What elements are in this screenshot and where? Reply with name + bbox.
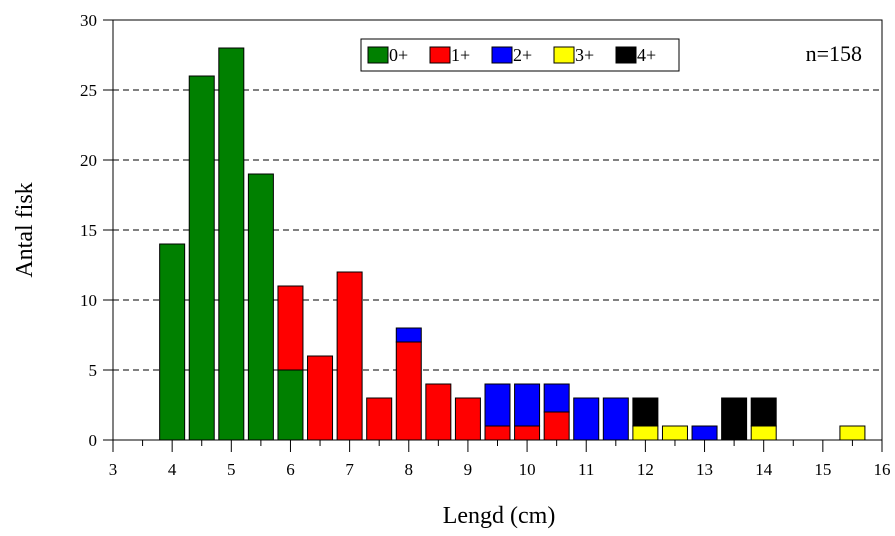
x-tick-label: 13: [696, 460, 713, 479]
bar-segment: [188, 75, 215, 441]
bar-segment: [543, 411, 570, 441]
bar-segment: [514, 425, 541, 441]
x-tick-label: 14: [755, 460, 773, 479]
x-tick-label: 7: [345, 460, 354, 479]
bar-segment: [336, 271, 363, 441]
legend-swatch: [429, 46, 451, 64]
bar-segment: [395, 327, 422, 343]
bar-segment: [839, 425, 866, 441]
y-tick-label: 0: [89, 431, 98, 450]
x-tick-label: 12: [637, 460, 654, 479]
x-tick-label: 16: [874, 460, 891, 479]
bar-segment: [277, 285, 304, 371]
x-tick-label: 10: [519, 460, 536, 479]
legend-label: 1+: [451, 45, 470, 65]
bar-segment: [218, 47, 245, 441]
legend-label: 3+: [575, 45, 594, 65]
legend-label: 2+: [513, 45, 532, 65]
x-tick-label: 4: [168, 460, 177, 479]
y-tick-label: 30: [80, 11, 97, 30]
legend-label: 4+: [637, 45, 656, 65]
y-axis-title: Antal fisk: [12, 182, 38, 277]
bar-segment: [395, 341, 422, 441]
bar-segment: [721, 397, 748, 441]
x-tick-label: 6: [286, 460, 295, 479]
x-axis-title: Lengd (cm): [443, 503, 556, 529]
y-tick-label: 15: [80, 221, 97, 240]
legend-swatch: [491, 46, 513, 64]
legend: 0+ 1+ 2+ 3+ 4+: [360, 38, 680, 72]
bar-segment: [602, 397, 629, 441]
x-tick-label: 5: [227, 460, 236, 479]
y-tick-label: 10: [80, 291, 97, 310]
bar-segment: [484, 425, 511, 441]
bar-segment: [484, 383, 511, 427]
bar-segment: [750, 425, 777, 441]
bar-segment: [750, 397, 777, 427]
x-tick-label: 8: [405, 460, 414, 479]
legend-swatch: [553, 46, 575, 64]
bar-segment: [632, 397, 659, 427]
legend-swatch: [367, 46, 389, 64]
bar-segment: [573, 397, 600, 441]
bar-segment: [159, 243, 186, 441]
bar-segment: [425, 383, 452, 441]
axis-ticks: 3 4 5 6 7 8 9 10 11 12 13 14 15 16 0 5 10 15 20 25 30: [80, 11, 891, 479]
bar-segment: [277, 369, 304, 441]
bar-segment: [247, 173, 274, 441]
bar-segment: [454, 397, 481, 441]
bar-segment: [366, 397, 393, 441]
bar-segment: [543, 383, 570, 413]
x-tick-label: 15: [814, 460, 831, 479]
y-tick-label: 20: [80, 151, 97, 170]
bar-segment: [661, 425, 688, 441]
bar-segment: [632, 425, 659, 441]
bar-segment: [307, 355, 334, 441]
bars: [159, 47, 866, 441]
bar-segment: [691, 425, 718, 441]
y-tick-label: 5: [89, 361, 98, 380]
y-tick-label: 25: [80, 81, 97, 100]
grid-lines: [113, 89, 882, 371]
x-tick-label: 11: [578, 460, 594, 479]
x-tick-label: 9: [464, 460, 473, 479]
legend-swatch: [615, 46, 637, 64]
x-tick-label: 3: [109, 460, 118, 479]
bar-segment: [514, 383, 541, 427]
sample-size-annotation: n=158: [806, 41, 862, 66]
legend-label: 0+: [389, 45, 408, 65]
